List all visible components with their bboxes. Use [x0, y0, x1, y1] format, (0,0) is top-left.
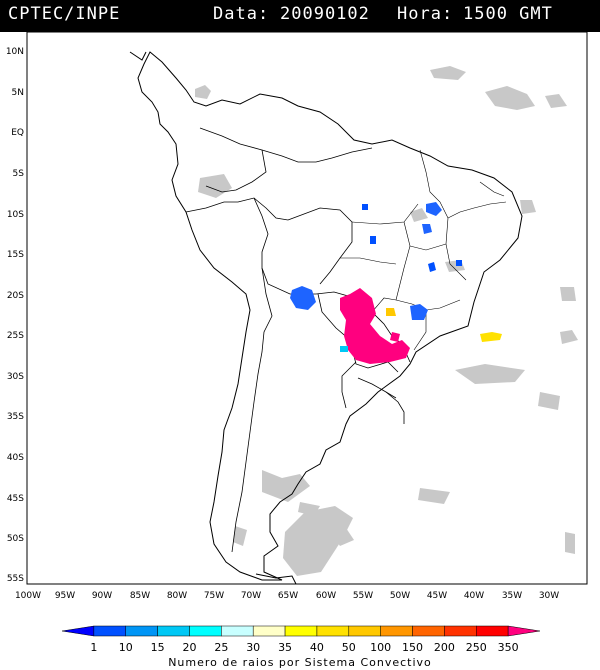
- legend-swatch: [316, 625, 350, 637]
- date-value: 20090102: [280, 4, 370, 24]
- lat-label: 5S: [13, 169, 25, 179]
- color-legend: 1 10 15 20 25 30 35 40 50 100 150 200 250 350 Numero …: [0, 622, 600, 670]
- lon-label: 80W: [167, 591, 187, 601]
- convective-systems: [290, 202, 502, 364]
- hour-value: 1500 GMT: [463, 4, 553, 24]
- legend-swatch: [476, 625, 509, 637]
- system-orange: [386, 308, 396, 316]
- lat-label: 15S: [7, 250, 24, 260]
- legend-swatch: [93, 625, 126, 637]
- lon-label: 90W: [92, 591, 112, 601]
- lon-label: 30W: [539, 591, 559, 601]
- lat-label: 45S: [7, 494, 24, 504]
- system-blue-8: [456, 260, 462, 266]
- lat-label: 10S: [7, 210, 24, 220]
- legend-swatch: [61, 625, 95, 637]
- legend-swatch: [221, 625, 254, 637]
- cloud-cover: [195, 66, 578, 576]
- legend-swatch: [348, 625, 381, 637]
- legend-swatch: [125, 625, 158, 637]
- system-blue-2: [410, 304, 428, 320]
- lon-label: 100W: [15, 591, 41, 601]
- legend-swatch: [380, 625, 413, 637]
- longitude-axis: 100W 95W 90W 85W 80W 75W 70W 65W 60W 55W…: [15, 591, 559, 601]
- lat-label: 55S: [7, 574, 24, 584]
- lon-label: 95W: [55, 591, 75, 601]
- system-blue-5: [370, 236, 376, 244]
- lat-label: 20S: [7, 291, 24, 301]
- system-yellow: [480, 332, 502, 342]
- legend-tick-label: 35: [278, 641, 292, 654]
- legend-colorbar: 1 10 15 20 25 30 35 40 50 100 150 200 250 350: [61, 625, 541, 654]
- lat-label: 30S: [7, 372, 24, 382]
- lat-label: 35S: [7, 412, 24, 422]
- lon-label: 60W: [316, 591, 336, 601]
- legend-tick-label: 40: [310, 641, 324, 654]
- legend-tick-label: 15: [151, 641, 165, 654]
- system-blue-4: [422, 224, 432, 234]
- source-label: CPTEC/INPE: [8, 4, 121, 24]
- legend-tick-label: 350: [498, 641, 519, 654]
- state-borders: [340, 149, 507, 351]
- legend-swatch: [507, 625, 541, 637]
- hour-label: Hora:: [397, 4, 454, 24]
- coastlines: [129, 51, 523, 585]
- lat-label: 25S: [7, 331, 24, 341]
- lat-label: EQ: [11, 128, 24, 138]
- system-magenta: [340, 288, 410, 364]
- map-header: CPTEC/INPE Data: 20090102 Hora: 1500 GMT: [0, 0, 600, 32]
- legend-swatch: [444, 625, 477, 637]
- lat-label: 5N: [12, 88, 24, 98]
- legend-tick-label: 150: [402, 641, 423, 654]
- legend-swatch: [412, 625, 445, 637]
- legend-swatch: [189, 625, 222, 637]
- lon-label: 40W: [464, 591, 484, 601]
- lon-label: 75W: [204, 591, 224, 601]
- legend-swatch: [252, 625, 286, 637]
- legend-swatch: [157, 625, 190, 637]
- system-magenta-small: [390, 332, 400, 342]
- lon-label: 55W: [353, 591, 373, 601]
- legend-tick-label: 50: [342, 641, 356, 654]
- lat-label: 50S: [7, 534, 24, 544]
- lon-label: 85W: [130, 591, 150, 601]
- lat-label: 40S: [7, 453, 24, 463]
- legend-tick-label: 25: [214, 641, 228, 654]
- system-cyan: [340, 346, 348, 352]
- legend-tick-label: 200: [434, 641, 455, 654]
- legend-tick-label: 30: [246, 641, 260, 654]
- system-blue-3: [426, 202, 442, 216]
- lon-label: 45W: [427, 591, 447, 601]
- lon-label: 35W: [502, 591, 522, 601]
- system-blue-1: [290, 286, 316, 310]
- latitude-axis: 10N 5N EQ 5S 10S 15S 20S 25S 30S 35S 40S…: [6, 47, 24, 584]
- legend-tick-label: 10: [119, 641, 133, 654]
- legend-tick-label: 250: [466, 641, 487, 654]
- legend-tick-label: 20: [182, 641, 196, 654]
- lightning-map: 10N 5N EQ 5S 10S 15S 20S 25S 30S 35S 40S…: [6, 32, 588, 601]
- legend-tick-label: 100: [370, 641, 391, 654]
- system-blue-6: [362, 204, 368, 210]
- lat-label: 10N: [6, 47, 24, 57]
- legend-swatch: [284, 625, 318, 637]
- legend-tick-label: 1: [90, 641, 97, 654]
- system-blue-7: [428, 262, 436, 272]
- legend-title: Numero de raios por Sistema Convectivo: [168, 656, 432, 669]
- lon-label: 65W: [278, 591, 298, 601]
- lon-label: 50W: [390, 591, 410, 601]
- date-label: Data:: [213, 4, 270, 24]
- lon-label: 70W: [241, 591, 261, 601]
